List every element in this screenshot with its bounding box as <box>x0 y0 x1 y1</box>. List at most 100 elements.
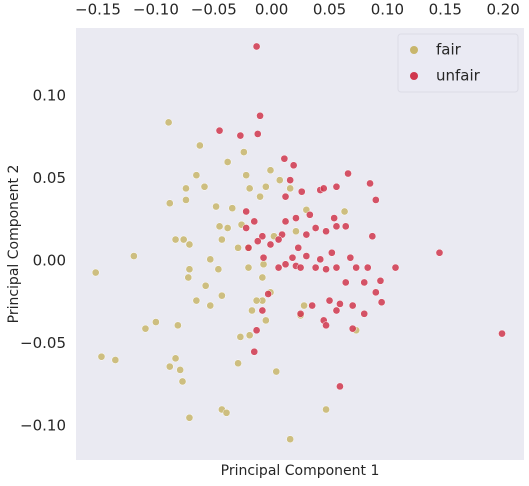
point <box>242 207 251 216</box>
point <box>336 300 344 308</box>
point <box>252 296 261 305</box>
point <box>111 356 120 364</box>
point <box>218 291 226 300</box>
x-tick-label: 0.15 <box>429 1 462 19</box>
x-tick-label: −0.10 <box>133 1 179 19</box>
point <box>288 253 297 262</box>
point <box>300 301 308 310</box>
y-tick-label: −0.05 <box>20 334 66 352</box>
point <box>244 243 253 252</box>
point <box>242 224 251 232</box>
point <box>258 273 267 282</box>
point <box>250 347 259 356</box>
point <box>322 265 330 274</box>
point <box>371 288 380 297</box>
point <box>275 176 284 184</box>
point <box>171 235 180 244</box>
point <box>253 130 262 138</box>
point <box>340 207 349 216</box>
point <box>262 316 270 325</box>
point <box>264 290 273 298</box>
x-axis-label: Principal Component 1 <box>221 463 380 479</box>
point <box>152 318 160 326</box>
point <box>311 224 320 232</box>
point <box>245 184 254 193</box>
point <box>360 309 369 318</box>
point <box>308 301 317 310</box>
point <box>289 161 298 170</box>
point <box>258 306 267 315</box>
point <box>371 196 380 204</box>
point <box>184 273 193 282</box>
point <box>234 359 242 368</box>
point <box>165 199 174 208</box>
point <box>242 171 251 180</box>
point <box>346 253 355 262</box>
point <box>185 240 194 249</box>
point <box>296 309 305 318</box>
point <box>259 253 268 262</box>
point <box>266 240 275 249</box>
point <box>252 326 261 335</box>
point <box>377 298 386 307</box>
point <box>215 222 224 231</box>
point <box>363 263 372 272</box>
point <box>248 306 256 315</box>
point <box>266 166 275 175</box>
point <box>244 263 253 272</box>
point <box>281 260 290 269</box>
point <box>214 265 223 274</box>
point <box>212 202 220 211</box>
x-tick-label: 0.00 <box>255 1 288 19</box>
point <box>176 366 185 374</box>
point <box>336 382 344 391</box>
point <box>185 413 194 422</box>
legend-box <box>397 33 519 93</box>
y-tick-label: 0.10 <box>33 86 66 104</box>
point <box>240 148 248 156</box>
point <box>164 118 173 127</box>
point <box>332 306 341 315</box>
point <box>250 217 259 226</box>
point <box>97 352 106 361</box>
point <box>360 278 369 287</box>
point <box>296 263 305 272</box>
point <box>256 111 264 120</box>
y-tick-label: −0.10 <box>20 417 66 435</box>
x-tick-label: −0.05 <box>191 1 237 19</box>
point <box>178 377 187 386</box>
point <box>253 237 262 246</box>
x-tick-label: −0.15 <box>75 1 121 19</box>
plot-area <box>76 28 524 460</box>
point <box>322 227 330 236</box>
legend-label: fair <box>436 41 462 59</box>
point <box>130 252 138 260</box>
point <box>223 224 232 232</box>
point <box>305 210 314 219</box>
point <box>223 158 232 166</box>
y-axis-label: Principal Component 2 <box>6 165 22 324</box>
point <box>174 321 182 330</box>
point <box>91 268 100 277</box>
point <box>185 265 194 274</box>
point <box>182 184 190 193</box>
point <box>330 214 338 222</box>
legend: fair unfair <box>397 33 519 93</box>
point <box>259 260 268 269</box>
point <box>352 263 360 272</box>
point <box>218 235 226 244</box>
point <box>341 278 350 287</box>
point <box>311 263 320 272</box>
point <box>302 252 311 260</box>
point <box>302 230 311 239</box>
point <box>252 42 261 51</box>
point <box>234 243 242 252</box>
point <box>332 263 341 272</box>
point <box>262 182 270 191</box>
point <box>348 324 357 333</box>
point <box>322 321 330 330</box>
point <box>274 263 283 272</box>
point <box>222 408 231 417</box>
point <box>316 255 325 264</box>
